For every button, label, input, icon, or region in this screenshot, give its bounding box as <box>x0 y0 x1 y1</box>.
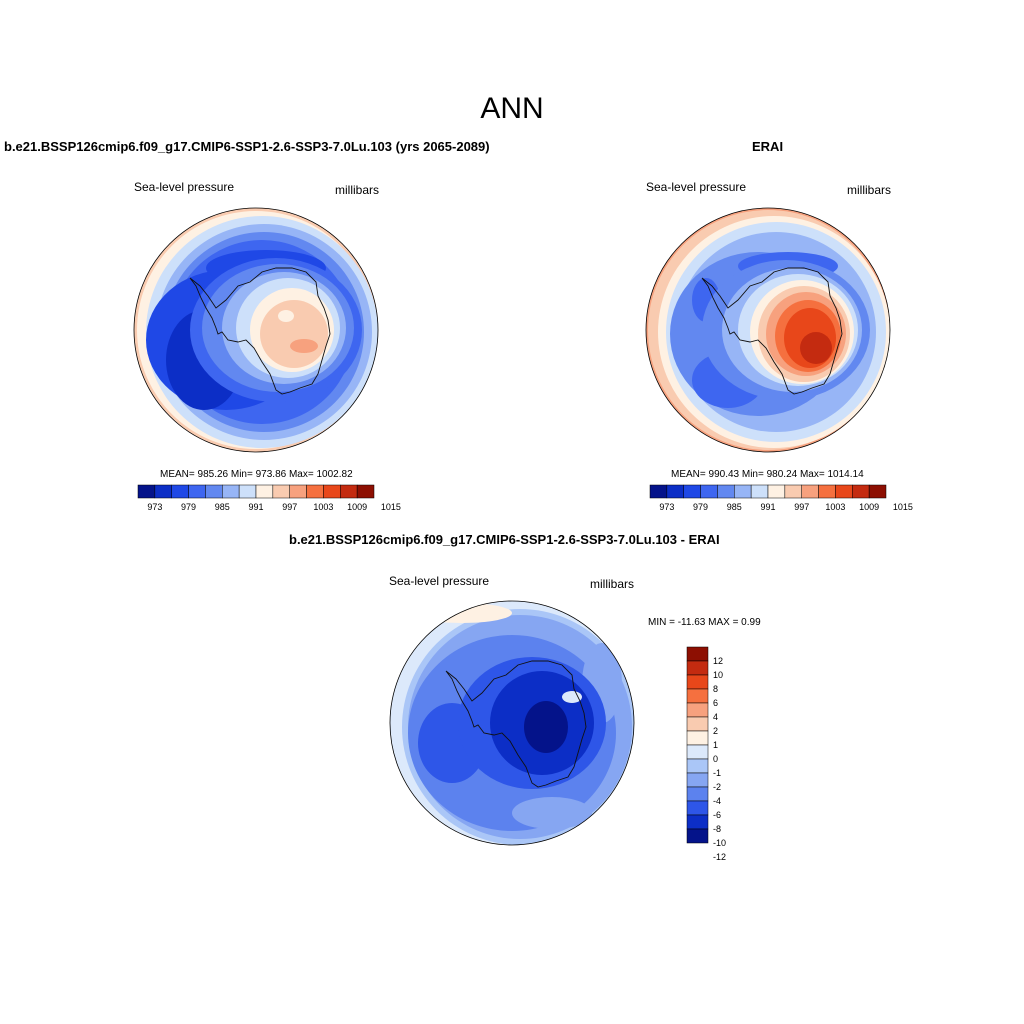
colorbar-box <box>686 772 709 788</box>
colorbar-box <box>686 674 709 690</box>
panel2-units-label: millibars <box>847 183 892 197</box>
colorbar-box <box>835 484 853 499</box>
colorbar-box <box>255 484 274 499</box>
panel1-units-label: millibars <box>335 183 380 197</box>
panel2-variable-label: Sea-level pressure <box>646 180 747 194</box>
colorbar-box <box>686 716 709 732</box>
colorbar-box <box>750 484 769 499</box>
colorbar-tick-label: -12 <box>713 852 726 862</box>
colorbar-box <box>734 484 752 499</box>
colorbar-box <box>868 484 887 499</box>
colorbar-box <box>686 828 709 844</box>
panel1-variable-label: Sea-level pressure <box>134 180 235 194</box>
colorbar-tick-label: -10 <box>713 838 726 848</box>
colorbar-box <box>686 730 709 746</box>
colorbar-tick-label: 10 <box>713 670 723 680</box>
colorbar-tick-label: 1015 <box>893 502 913 512</box>
colorbar-box <box>686 646 709 662</box>
colorbar-tick-label: 0 <box>713 754 718 764</box>
colorbar-tick-label: 1009 <box>859 502 879 512</box>
colorbar-tick-label: 1 <box>713 740 718 750</box>
colorbar-box <box>222 484 240 499</box>
colorbar-tick-label: 1009 <box>347 502 367 512</box>
colorbar-box <box>686 814 709 830</box>
colorbar-box <box>289 484 307 499</box>
colorbar-box <box>700 484 718 499</box>
colorbar-tick-label: 979 <box>181 502 196 512</box>
colorbar-box <box>683 484 701 499</box>
colorbar-tick-label: 12 <box>713 656 723 666</box>
colorbar-tick-label: 1003 <box>825 502 845 512</box>
colorbar-box <box>717 484 735 499</box>
colorbar-box <box>686 800 709 816</box>
colorbar-tick-label: 979 <box>693 502 708 512</box>
panel2-title: ERAI <box>752 139 784 154</box>
panel1-map <box>133 207 379 453</box>
colorbar-tick-label: 2 <box>713 726 718 736</box>
colorbar-box <box>340 484 358 499</box>
colorbar-tick-label: -4 <box>713 796 721 806</box>
colorbar-box <box>205 484 223 499</box>
panel1-colorbar: 973 979 985 991 997 1003 1009 1015 <box>137 484 401 512</box>
colorbar-box <box>686 702 709 718</box>
colorbar-box <box>238 484 257 499</box>
colorbar-tick-label: 997 <box>282 502 297 512</box>
colorbar-box <box>852 484 870 499</box>
panel3-units-label: millibars <box>590 577 635 591</box>
colorbar-tick-label: -1 <box>713 768 721 778</box>
colorbar-tick-label: 973 <box>147 502 162 512</box>
colorbar-box <box>171 484 189 499</box>
colorbar-box <box>137 484 156 499</box>
panel1-title: b.e21.BSSP126cmip6.f09_g17.CMIP6-SSP1-2.… <box>4 139 490 154</box>
panel3-variable-label: Sea-level pressure <box>389 574 490 588</box>
colorbar-box <box>801 484 819 499</box>
panel2-colorbar: 973 979 985 991 997 1003 1009 1015 <box>649 484 913 512</box>
colorbar-box <box>306 484 324 499</box>
colorbar-box <box>686 758 709 774</box>
colorbar-tick-label: 1003 <box>313 502 333 512</box>
colorbar-box <box>686 660 709 676</box>
colorbar-box <box>356 484 375 499</box>
panel2-stats: MEAN= 990.43 Min= 980.24 Max= 1014.14 <box>671 469 864 480</box>
colorbar-tick-label: 6 <box>713 698 718 708</box>
colorbar-box <box>686 744 709 760</box>
panel3-map <box>389 600 635 846</box>
colorbar-tick-label: 991 <box>760 502 775 512</box>
colorbar-box <box>666 484 684 499</box>
colorbar-tick-label: -2 <box>713 782 721 792</box>
colorbar-box <box>649 484 668 499</box>
colorbar-tick-label: 973 <box>659 502 674 512</box>
colorbar-tick-label: 1015 <box>381 502 401 512</box>
colorbar-tick-label: 4 <box>713 712 718 722</box>
colorbar-tick-label: 997 <box>794 502 809 512</box>
colorbar-tick-label: -8 <box>713 824 721 834</box>
colorbar-box <box>272 484 290 499</box>
colorbar-tick-label: -6 <box>713 810 721 820</box>
panel3-stats: MIN = -11.63 MAX = 0.99 <box>648 617 761 628</box>
colorbar-box <box>686 786 709 802</box>
page-title: ANN <box>480 92 544 125</box>
panel1-stats: MEAN= 985.26 Min= 973.86 Max= 1002.82 <box>160 469 353 480</box>
colorbar-box <box>154 484 172 499</box>
colorbar-box <box>188 484 206 499</box>
colorbar-box <box>767 484 786 499</box>
colorbar-tick-label: 985 <box>727 502 742 512</box>
colorbar-box <box>323 484 341 499</box>
colorbar-tick-label: 991 <box>248 502 263 512</box>
colorbar-tick-label: 985 <box>215 502 230 512</box>
colorbar-box <box>784 484 802 499</box>
panel2-map <box>645 207 891 453</box>
colorbar-box <box>686 688 709 704</box>
colorbar-tick-label: 8 <box>713 684 718 694</box>
colorbar-box <box>818 484 836 499</box>
panel3-title: b.e21.BSSP126cmip6.f09_g17.CMIP6-SSP1-2.… <box>289 532 720 547</box>
